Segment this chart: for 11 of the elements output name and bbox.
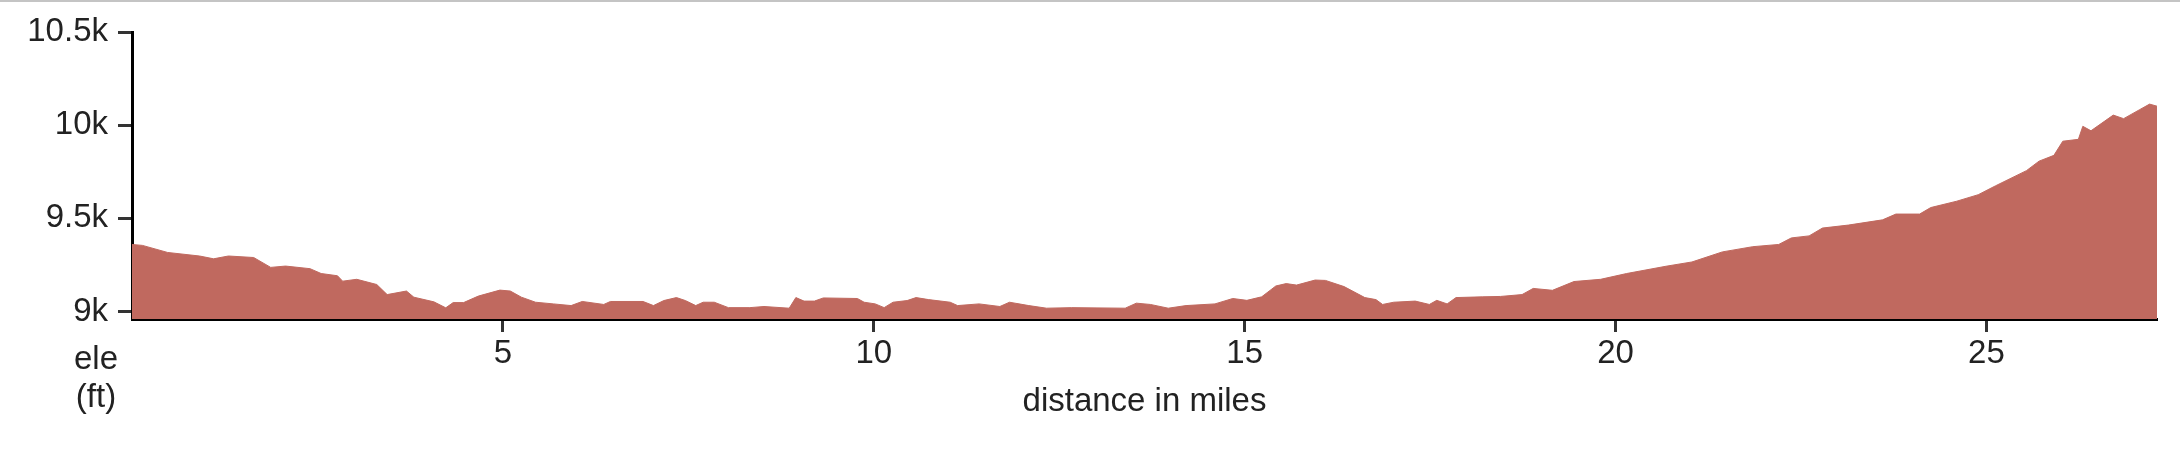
x-tick-label: 15	[1226, 332, 1263, 370]
y-tick-label: 10.5k	[27, 11, 109, 49]
x-tick-label: 25	[1968, 332, 2005, 370]
x-tick-label: 5	[493, 332, 513, 370]
y-tick-label: 9k	[73, 290, 109, 328]
y-axis-title: ele (ft)	[72, 339, 119, 415]
y-tick-label: 10k	[54, 104, 109, 142]
x-tick-label: 20	[1597, 332, 1634, 370]
x-axis-title: distance in miles	[1022, 381, 1267, 419]
x-tick-label: 10	[855, 332, 893, 370]
y-tick-label: 9.5k	[45, 197, 109, 235]
